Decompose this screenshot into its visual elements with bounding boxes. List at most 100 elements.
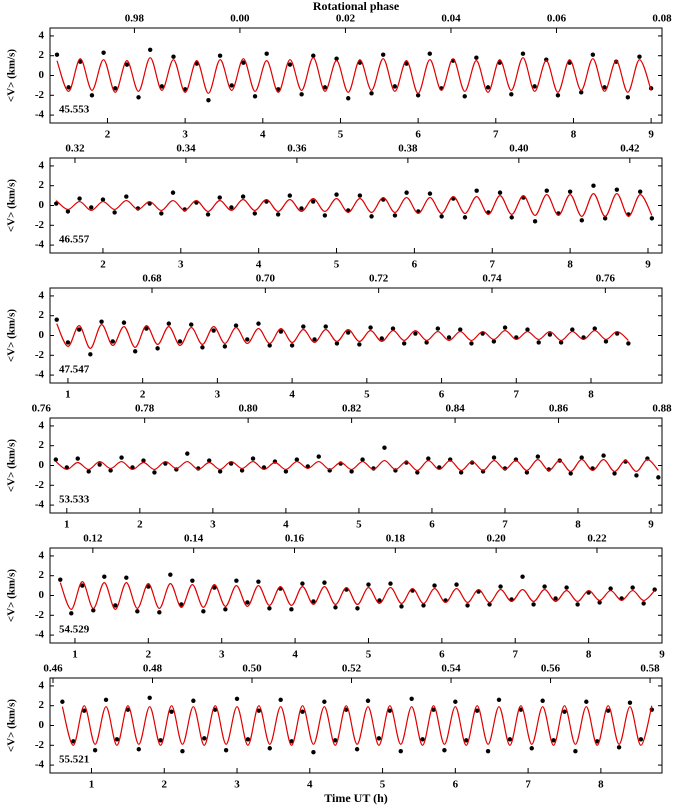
data-point bbox=[147, 695, 152, 700]
y-tick-label: 0 bbox=[39, 719, 45, 731]
data-point bbox=[229, 205, 234, 210]
data-point bbox=[409, 696, 414, 701]
x2-tick-label: 0.76 bbox=[32, 403, 52, 415]
data-point bbox=[454, 582, 459, 587]
x-tick-label: 2 bbox=[137, 519, 143, 531]
data-point bbox=[464, 738, 469, 743]
data-point bbox=[420, 737, 425, 742]
data-point bbox=[458, 327, 463, 332]
data-point bbox=[509, 215, 514, 220]
data-point bbox=[570, 327, 575, 332]
x2-tick-label: 0.40 bbox=[509, 143, 529, 155]
x2-tick-label: 0.88 bbox=[652, 403, 672, 415]
data-point bbox=[54, 201, 59, 206]
x-tick-label: 4 bbox=[260, 129, 266, 141]
data-point bbox=[575, 602, 580, 607]
data-point bbox=[82, 708, 87, 713]
data-point bbox=[485, 749, 491, 754]
y-axis-title: <V> (km/s) bbox=[6, 309, 18, 363]
data-point bbox=[551, 738, 556, 743]
y-tick-label: -2 bbox=[35, 739, 45, 751]
data-point bbox=[169, 709, 174, 714]
x-tick-label: 5 bbox=[334, 259, 340, 271]
x-tick-label: 8 bbox=[598, 779, 604, 791]
x2-tick-label: 0.48 bbox=[143, 663, 163, 675]
data-point bbox=[66, 85, 71, 90]
data-point bbox=[462, 215, 468, 220]
data-point bbox=[641, 601, 646, 606]
data-point bbox=[65, 340, 71, 345]
data-point bbox=[525, 327, 530, 332]
data-point bbox=[217, 53, 223, 58]
y-tick-label: -2 bbox=[35, 609, 45, 621]
data-point bbox=[207, 458, 212, 463]
data-point bbox=[626, 341, 631, 346]
data-point bbox=[392, 213, 398, 218]
x-tick-label: 3 bbox=[210, 519, 216, 531]
y-axis-title: <V> (km/s) bbox=[6, 179, 18, 233]
data-point bbox=[520, 574, 525, 579]
data-point bbox=[311, 599, 316, 604]
data-point bbox=[179, 602, 184, 607]
x2-tick-label: 0.56 bbox=[541, 663, 561, 675]
fit-curve bbox=[56, 323, 629, 349]
plot-frame bbox=[49, 547, 663, 644]
fit-curve bbox=[59, 581, 656, 610]
data-point bbox=[555, 93, 561, 98]
data-point bbox=[446, 335, 452, 340]
data-point bbox=[346, 96, 351, 101]
data-point bbox=[278, 329, 284, 334]
data-point bbox=[275, 212, 281, 217]
x-tick-label: 7 bbox=[502, 519, 508, 531]
data-point bbox=[357, 342, 362, 347]
data-point bbox=[333, 605, 338, 610]
data-point bbox=[180, 749, 185, 754]
data-point bbox=[222, 344, 228, 349]
y-tick-label: 0 bbox=[39, 329, 45, 341]
x-tick-label: 8 bbox=[567, 259, 573, 271]
x-tick-label: 6 bbox=[439, 389, 445, 401]
x-tick-label: 1 bbox=[72, 649, 78, 661]
data-point bbox=[201, 609, 206, 614]
data-point bbox=[544, 57, 549, 62]
x-tick-label: 3 bbox=[178, 259, 184, 271]
data-point bbox=[366, 582, 371, 587]
x2-tick-label: 0.06 bbox=[547, 13, 567, 25]
data-point bbox=[64, 465, 69, 470]
x-axis-title: Time UT (h) bbox=[324, 791, 388, 805]
data-point bbox=[69, 611, 74, 616]
data-point bbox=[518, 707, 524, 712]
data-point bbox=[343, 707, 349, 712]
data-point bbox=[390, 326, 396, 331]
data-point bbox=[312, 337, 317, 342]
data-point bbox=[53, 457, 59, 462]
data-point bbox=[564, 585, 569, 590]
data-point bbox=[101, 50, 106, 55]
data-point bbox=[355, 606, 360, 611]
data-point bbox=[54, 52, 60, 57]
data-point bbox=[474, 188, 479, 193]
data-point bbox=[189, 322, 194, 327]
data-point bbox=[605, 708, 611, 713]
x-tick-label: 9 bbox=[645, 259, 651, 271]
y-tick-label: 2 bbox=[39, 49, 45, 61]
data-point bbox=[627, 700, 633, 705]
data-point bbox=[520, 51, 526, 56]
data-point bbox=[80, 583, 85, 588]
x2-tick-label: 0.58 bbox=[640, 663, 660, 675]
data-point bbox=[89, 93, 95, 98]
data-point bbox=[602, 85, 607, 90]
data-point bbox=[431, 707, 436, 712]
data-point bbox=[287, 193, 293, 198]
data-point bbox=[300, 581, 305, 586]
data-point bbox=[141, 458, 146, 463]
data-point bbox=[357, 193, 363, 198]
data-point bbox=[119, 455, 124, 460]
data-point bbox=[439, 214, 444, 219]
data-point bbox=[205, 212, 211, 217]
x-tick-label: 6 bbox=[429, 519, 435, 531]
data-point bbox=[398, 749, 403, 754]
y-tick-label: -2 bbox=[35, 479, 45, 491]
y-tick-label: 2 bbox=[39, 309, 45, 321]
data-point bbox=[278, 697, 283, 702]
